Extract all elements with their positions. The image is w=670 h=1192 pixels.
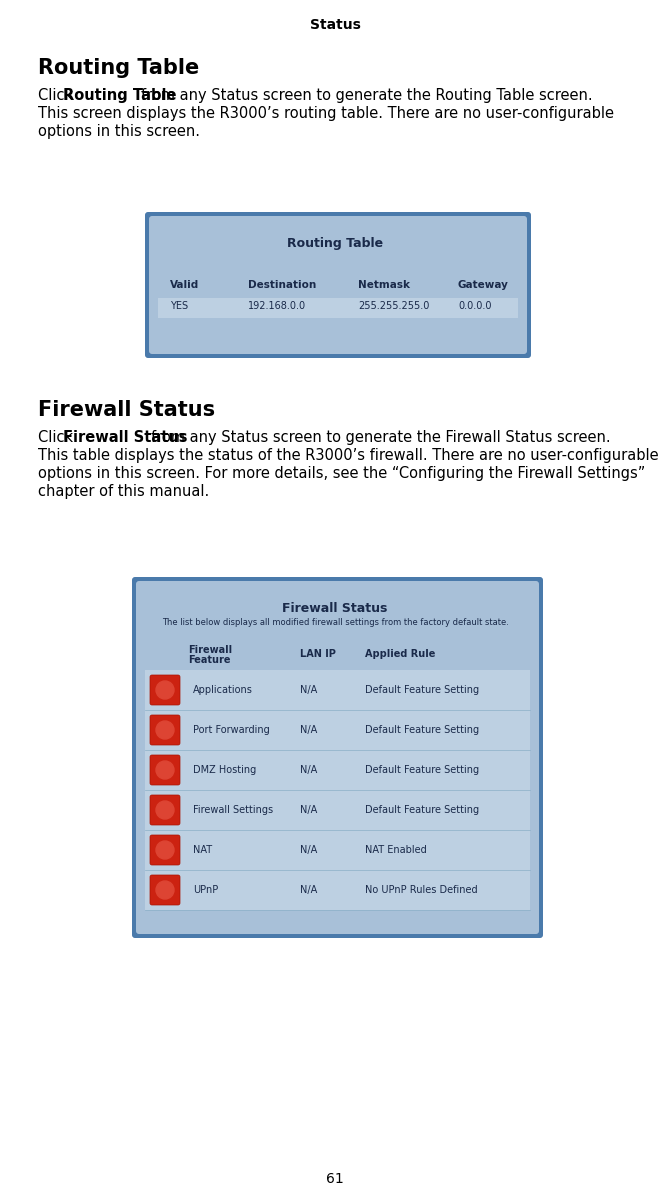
- Text: Default Feature Setting: Default Feature Setting: [365, 765, 479, 775]
- Text: 255.255.255.0: 255.255.255.0: [358, 302, 429, 311]
- Text: Valid: Valid: [170, 280, 199, 290]
- Text: This table displays the status of the R3000’s firewall. There are no user-config: This table displays the status of the R3…: [38, 448, 659, 462]
- FancyBboxPatch shape: [145, 212, 531, 358]
- FancyBboxPatch shape: [149, 216, 527, 354]
- Bar: [145, 830, 530, 870]
- Text: Port Forwarding: Port Forwarding: [193, 725, 270, 735]
- Text: Firewall Status: Firewall Status: [282, 602, 388, 615]
- FancyBboxPatch shape: [150, 715, 180, 745]
- FancyBboxPatch shape: [132, 577, 543, 938]
- Text: 192.168.0.0: 192.168.0.0: [248, 302, 306, 311]
- Bar: [145, 750, 530, 790]
- Bar: [145, 670, 530, 710]
- Text: NAT: NAT: [193, 845, 212, 855]
- Text: N/A: N/A: [300, 845, 318, 855]
- Text: 0.0.0.0: 0.0.0.0: [458, 302, 492, 311]
- Text: NAT Enabled: NAT Enabled: [365, 845, 427, 855]
- Bar: [145, 790, 530, 830]
- FancyBboxPatch shape: [150, 675, 180, 704]
- Circle shape: [156, 801, 174, 819]
- Circle shape: [156, 842, 174, 859]
- FancyBboxPatch shape: [150, 755, 180, 786]
- FancyBboxPatch shape: [150, 836, 180, 865]
- Bar: [145, 870, 530, 909]
- Text: UPnP: UPnP: [193, 884, 218, 895]
- Text: chapter of this manual.: chapter of this manual.: [38, 484, 209, 499]
- FancyBboxPatch shape: [150, 875, 180, 905]
- Circle shape: [156, 721, 174, 739]
- Text: N/A: N/A: [300, 725, 318, 735]
- Circle shape: [156, 760, 174, 780]
- Text: options in this screen.: options in this screen.: [38, 124, 200, 139]
- FancyBboxPatch shape: [150, 795, 180, 825]
- Bar: [158, 298, 518, 318]
- Text: Routing Table: Routing Table: [38, 58, 199, 77]
- Text: The list below displays all modified firewall settings from the factory default : The list below displays all modified fir…: [161, 617, 509, 627]
- Text: Status: Status: [310, 18, 360, 32]
- Text: Applications: Applications: [193, 685, 253, 695]
- Bar: [145, 710, 530, 750]
- Text: Routing Table: Routing Table: [287, 237, 383, 250]
- Text: Firewall Settings: Firewall Settings: [193, 805, 273, 815]
- Text: Destination: Destination: [248, 280, 316, 290]
- Text: N/A: N/A: [300, 765, 318, 775]
- Text: DMZ Hosting: DMZ Hosting: [193, 765, 256, 775]
- Text: Gateway: Gateway: [458, 280, 509, 290]
- Text: YES: YES: [170, 302, 188, 311]
- Text: Default Feature Setting: Default Feature Setting: [365, 685, 479, 695]
- Text: Feature: Feature: [188, 654, 230, 665]
- Text: from any Status screen to generate the Routing Table screen.: from any Status screen to generate the R…: [141, 88, 593, 103]
- Text: Default Feature Setting: Default Feature Setting: [365, 725, 479, 735]
- Text: from any Status screen to generate the Firewall Status screen.: from any Status screen to generate the F…: [151, 430, 610, 445]
- Text: Click: Click: [38, 88, 78, 103]
- Text: LAN IP: LAN IP: [300, 648, 336, 659]
- Text: Applied Rule: Applied Rule: [365, 648, 436, 659]
- Text: N/A: N/A: [300, 685, 318, 695]
- Text: options in this screen. For more details, see the “Configuring the Firewall Sett: options in this screen. For more details…: [38, 466, 645, 482]
- Text: N/A: N/A: [300, 884, 318, 895]
- Text: No UPnP Rules Defined: No UPnP Rules Defined: [365, 884, 478, 895]
- Text: Netmask: Netmask: [358, 280, 410, 290]
- Circle shape: [156, 881, 174, 899]
- Circle shape: [156, 681, 174, 699]
- FancyBboxPatch shape: [136, 581, 539, 935]
- Text: Click: Click: [38, 430, 78, 445]
- Text: Routing Table: Routing Table: [63, 88, 176, 103]
- Text: This screen displays the R3000’s routing table. There are no user-configurable: This screen displays the R3000’s routing…: [38, 106, 614, 122]
- Text: Firewall Status: Firewall Status: [38, 401, 215, 420]
- Text: Default Feature Setting: Default Feature Setting: [365, 805, 479, 815]
- Text: 61: 61: [326, 1172, 344, 1186]
- Text: Firewall: Firewall: [188, 645, 232, 654]
- Text: Firewall Status: Firewall Status: [63, 430, 188, 445]
- Text: N/A: N/A: [300, 805, 318, 815]
